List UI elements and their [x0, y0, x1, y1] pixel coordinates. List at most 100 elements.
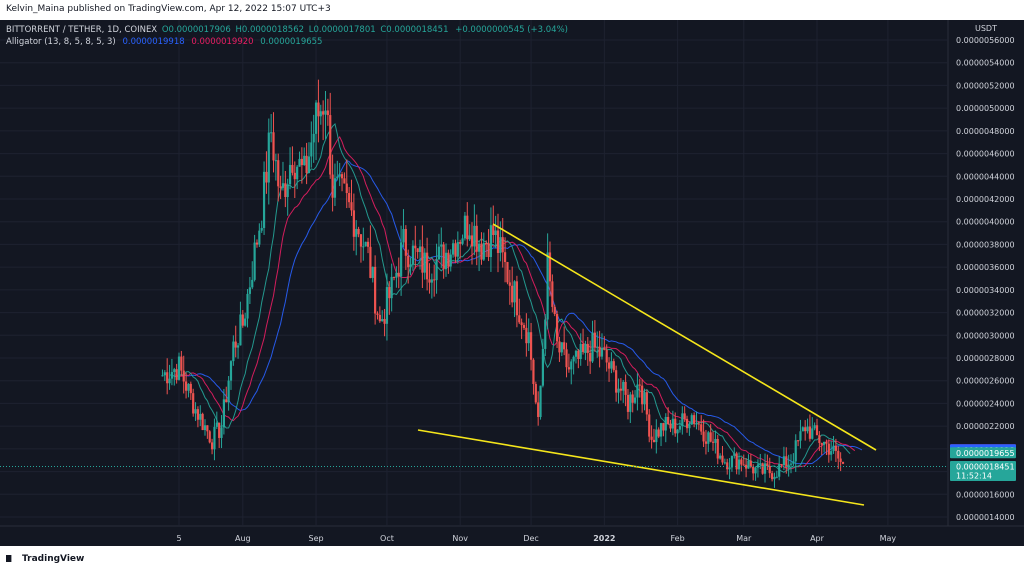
- candle-body: [426, 252, 429, 280]
- close-value: C0.0000018451: [380, 25, 449, 35]
- candle-body: [402, 229, 405, 243]
- indicator-label: Alligator (13, 8, 5, 8, 5, 3): [6, 37, 116, 47]
- candle-body: [669, 423, 672, 429]
- candle-body: [749, 460, 752, 467]
- candle-body: [539, 385, 542, 418]
- candle-body: [274, 160, 277, 162]
- candle-body: [633, 397, 637, 403]
- candle-body: [629, 394, 632, 412]
- candle-body: [414, 245, 417, 249]
- candle-body: [447, 252, 450, 267]
- candle-body: [374, 266, 377, 314]
- candle-body: [782, 456, 786, 466]
- candle-body: [801, 427, 804, 432]
- time-tick-label: Apr: [810, 534, 825, 543]
- time-tick-label: Nov: [452, 534, 468, 543]
- candle-body: [612, 361, 615, 371]
- candle-body: [785, 456, 788, 468]
- candle-body: [428, 279, 431, 283]
- candle-body: [499, 237, 502, 253]
- candle-body: [789, 463, 793, 465]
- candle-body: [813, 425, 816, 429]
- candle-body: [664, 416, 667, 431]
- candle-body: [659, 423, 663, 437]
- symbol-title[interactable]: BITTORRENT / TETHER, 1D, COINEX: [6, 25, 158, 35]
- candle-body: [688, 424, 691, 429]
- candle-body: [286, 184, 289, 198]
- candle-body: [409, 264, 412, 268]
- candle-body: [733, 453, 736, 456]
- candle-body: [589, 352, 592, 362]
- price-tick-label: 0.0000056000: [956, 36, 1015, 45]
- candle-body: [572, 356, 575, 362]
- candle-body: [326, 110, 329, 116]
- candle-body: [565, 349, 568, 368]
- candle-body: [631, 394, 634, 403]
- candle-body: [440, 244, 443, 247]
- candle-body: [494, 230, 497, 236]
- candle-body: [463, 215, 467, 239]
- candle-body: [671, 418, 674, 429]
- price-tick-label: 0.0000040000: [956, 218, 1015, 227]
- candle-body: [619, 388, 622, 391]
- candle-body: [808, 426, 812, 439]
- candle-body: [617, 388, 620, 393]
- candle-body: [404, 229, 407, 256]
- candle-body: [423, 252, 426, 273]
- candle-body: [645, 392, 648, 415]
- price-axis-bg: [948, 20, 1024, 546]
- candle-body: [527, 332, 530, 344]
- candle-body: [166, 372, 169, 384]
- candle-body: [780, 464, 783, 466]
- candle-body: [444, 252, 448, 270]
- change-value: +0.0000000545 (+3.04%): [455, 25, 568, 35]
- time-tick-label: 2022: [593, 534, 615, 543]
- chart-panel[interactable]: BITTORRENT / TETHER, 1D, COINEX O0.00000…: [0, 20, 1024, 546]
- candle-body: [537, 402, 540, 418]
- candle-body: [622, 381, 625, 391]
- tradingview-brand[interactable]: TradingView: [6, 554, 84, 564]
- indicator-row[interactable]: Alligator (13, 8, 5, 8, 5, 3) 0.00000199…: [6, 36, 568, 48]
- candle-body: [452, 243, 455, 255]
- candle-body: [655, 429, 658, 443]
- high-value: H0.0000018562: [235, 25, 305, 35]
- candle-body: [435, 259, 438, 281]
- candle-body: [693, 415, 696, 424]
- open-value: O0.0000017906: [161, 25, 231, 35]
- candle-body: [700, 424, 703, 432]
- candle-body: [598, 346, 601, 357]
- candle-body: [529, 332, 533, 360]
- candle-body: [352, 210, 355, 237]
- candle-body: [496, 230, 500, 253]
- candle-body: [593, 332, 596, 348]
- candle-body: [433, 279, 436, 281]
- candle-body: [388, 287, 391, 299]
- candle-body: [716, 438, 719, 459]
- candle-body: [184, 381, 188, 391]
- candle-body: [492, 225, 495, 236]
- candle-body: [222, 399, 225, 428]
- candle-body: [811, 428, 814, 439]
- candle-body: [806, 426, 809, 432]
- price-tick-label: 0.0000016000: [956, 490, 1015, 499]
- price-tick-label: 0.0000044000: [956, 172, 1015, 181]
- quote-currency-label: USDT: [975, 24, 997, 33]
- candle-body: [475, 225, 478, 252]
- price-badge-label: 0.0000018451: [956, 462, 1015, 471]
- candle-body: [775, 476, 778, 478]
- candle-body: [291, 164, 294, 173]
- candle-body: [362, 246, 365, 248]
- candle-body: [695, 423, 698, 425]
- candle-body: [260, 227, 263, 231]
- candle-body: [676, 429, 679, 434]
- candle-body: [605, 349, 608, 363]
- candle-body: [371, 266, 374, 278]
- candle-body: [709, 432, 712, 442]
- footer: TradingView: [0, 546, 1024, 569]
- time-tick-label: Dec: [523, 534, 538, 543]
- price-chart[interactable]: 0.0000056000 0.0000054000 0.0000052000 0.00…: [0, 20, 1024, 546]
- candle-body: [288, 164, 292, 185]
- candle-body: [442, 244, 445, 270]
- candle-body: [690, 415, 693, 425]
- candle-body: [820, 442, 823, 445]
